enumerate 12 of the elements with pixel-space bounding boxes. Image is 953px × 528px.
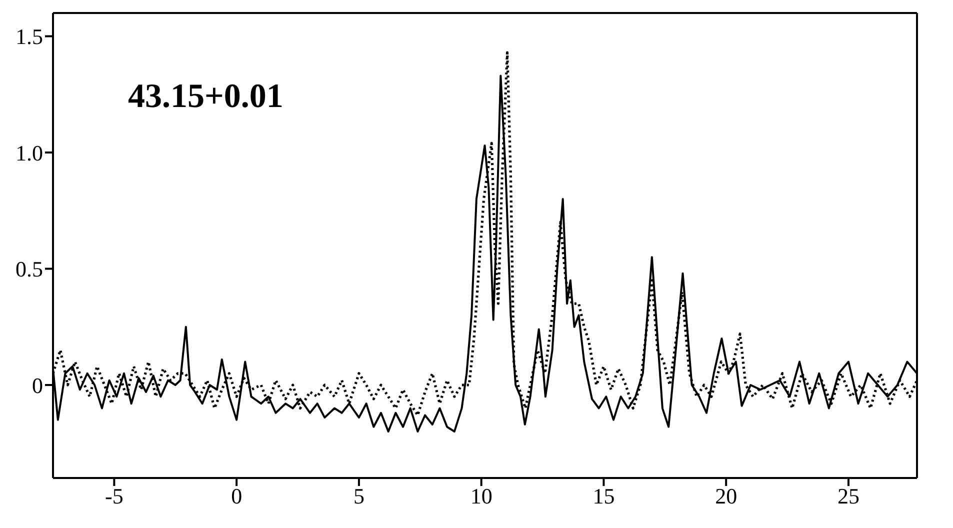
x-tick-label: 0 <box>231 484 242 509</box>
y-tick-label: 1.0 <box>16 140 43 166</box>
x-tick-label: 20 <box>715 484 738 509</box>
x-tick-label: 15 <box>592 484 615 509</box>
x-tick-label: -5 <box>105 484 124 509</box>
x-tick-label: 5 <box>353 484 364 509</box>
y-tick-label: 1.5 <box>16 24 43 50</box>
y-tick-label: 0.5 <box>16 256 43 282</box>
annotation: 43.15+0.01 <box>128 78 284 116</box>
x-tick-label: 25 <box>837 484 860 509</box>
y-tick-label: 0 <box>32 372 43 398</box>
x-tick-label: 10 <box>470 484 492 509</box>
